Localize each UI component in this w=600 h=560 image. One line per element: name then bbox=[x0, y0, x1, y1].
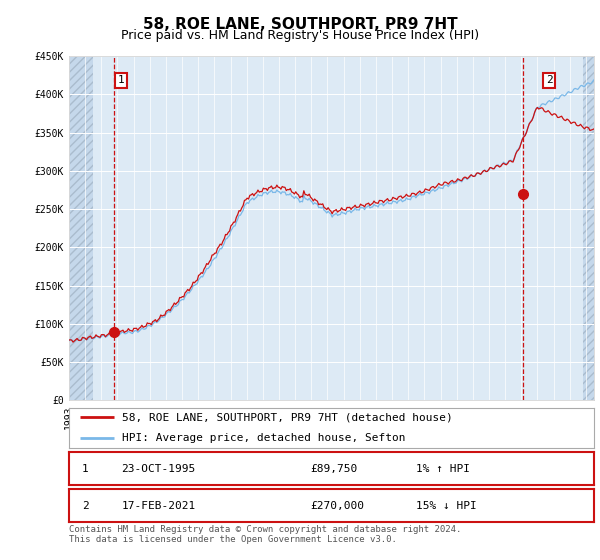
Bar bbox=[69, 56, 93, 400]
Text: 2: 2 bbox=[82, 501, 89, 511]
Text: 1: 1 bbox=[82, 464, 89, 474]
Bar bbox=[583, 56, 594, 400]
Text: 1: 1 bbox=[118, 76, 124, 86]
Text: 17-FEB-2021: 17-FEB-2021 bbox=[121, 501, 196, 511]
Text: 1% ↑ HPI: 1% ↑ HPI bbox=[415, 464, 470, 474]
Text: £89,750: £89,750 bbox=[311, 464, 358, 474]
Text: Price paid vs. HM Land Registry's House Price Index (HPI): Price paid vs. HM Land Registry's House … bbox=[121, 29, 479, 42]
Text: 23-OCT-1995: 23-OCT-1995 bbox=[121, 464, 196, 474]
Text: 15% ↓ HPI: 15% ↓ HPI bbox=[415, 501, 476, 511]
Text: 2: 2 bbox=[546, 76, 553, 86]
Text: 58, ROE LANE, SOUTHPORT, PR9 7HT (detached house): 58, ROE LANE, SOUTHPORT, PR9 7HT (detach… bbox=[121, 412, 452, 422]
Text: 58, ROE LANE, SOUTHPORT, PR9 7HT: 58, ROE LANE, SOUTHPORT, PR9 7HT bbox=[143, 17, 457, 32]
Text: HPI: Average price, detached house, Sefton: HPI: Average price, detached house, Seft… bbox=[121, 432, 405, 442]
Text: £270,000: £270,000 bbox=[311, 501, 365, 511]
Text: Contains HM Land Registry data © Crown copyright and database right 2024.
This d: Contains HM Land Registry data © Crown c… bbox=[69, 525, 461, 544]
